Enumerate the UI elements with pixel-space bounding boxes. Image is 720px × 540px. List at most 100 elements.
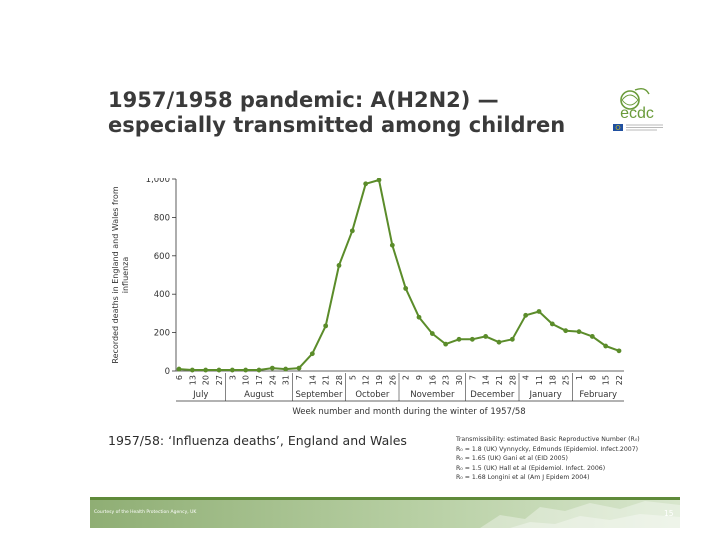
data-point	[509, 336, 515, 342]
data-point	[189, 367, 195, 373]
ref-line: R₀ = 1.65 (UK) Gani et al (EID 2005)	[456, 455, 568, 463]
x-tick-label: 18	[548, 375, 557, 385]
data-point	[563, 328, 569, 334]
data-point	[283, 366, 289, 372]
ecdc-logo: ecdc	[607, 84, 669, 142]
x-tick-label: 31	[282, 375, 291, 385]
y-tick-label: 600	[154, 252, 170, 262]
x-tick-label: 5	[348, 375, 357, 380]
data-point	[469, 336, 475, 342]
y-tick-label: 800	[154, 213, 170, 223]
data-point	[216, 367, 222, 373]
ref-line: R₀ = 1.5 (UK) Hall et al (Epidemiol. Inf…	[456, 464, 606, 472]
x-tick-label: 1	[575, 375, 584, 380]
x-tick-label: 15	[602, 375, 611, 385]
x-tick-label: 28	[508, 375, 517, 385]
x-tick-label: 4	[522, 375, 531, 380]
x-tick-label: 16	[428, 375, 437, 385]
data-point	[296, 365, 302, 371]
y-tick-label: 200	[154, 329, 170, 339]
y-tick-label: 400	[154, 290, 170, 300]
data-point	[389, 242, 395, 248]
data-point	[269, 365, 275, 371]
refs-heading: Transmissibility: estimated Basic Reprod…	[456, 436, 640, 443]
data-point	[443, 341, 449, 347]
data-point	[376, 178, 382, 183]
logo-wordmark: ecdc	[620, 105, 654, 122]
reproductive-number-notes: Transmissibility: estimated Basic Reprod…	[456, 435, 640, 483]
ref-line: R₀ = 1.68 Longini et al (Am J Epidem 200…	[456, 474, 590, 482]
x-tick-label: 6	[175, 375, 184, 380]
data-point	[429, 331, 435, 336]
x-tick-label: 7	[295, 375, 304, 380]
chart-caption: 1957/58: ‘Influenza deaths’, England and…	[108, 433, 407, 448]
data-point	[616, 348, 622, 354]
y-axis-title: Recorded deaths in England and Wales fro…	[111, 186, 130, 363]
x-tick-label: 23	[442, 375, 451, 385]
x-tick-label: 8	[588, 375, 597, 380]
data-point	[176, 366, 182, 372]
x-tick-label: 28	[335, 375, 344, 385]
data-point	[549, 321, 555, 327]
x-tick-label: 10	[242, 375, 251, 385]
x-tick-label: 13	[188, 375, 197, 385]
slide: 1957/1958 pandemic: A(H2N2) — especially…	[90, 78, 680, 528]
month-label: November	[410, 390, 455, 400]
data-point	[309, 351, 315, 357]
x-tick-label: 25	[562, 375, 571, 385]
x-tick-label: 27	[215, 375, 224, 385]
y-tick-label: 0	[165, 367, 170, 377]
europe-map-graphic	[480, 501, 680, 528]
month-label: February	[579, 390, 617, 400]
x-tick-label: 19	[375, 375, 384, 385]
data-point	[496, 339, 502, 345]
month-label: October	[355, 390, 390, 400]
month-label: September	[296, 390, 343, 400]
x-tick-label: 12	[362, 375, 371, 385]
x-tick-label: 17	[255, 375, 264, 385]
y-tick-label: 1,000	[146, 178, 170, 185]
data-point	[536, 309, 542, 314]
data-point	[456, 336, 462, 342]
month-label: July	[192, 390, 208, 400]
x-tick-label: 2	[402, 375, 411, 380]
slide-title: 1957/1958 pandemic: A(H2N2) — especially…	[108, 88, 566, 137]
data-point	[229, 367, 235, 373]
footer-bar: Courtesy of the Health Protection Agency…	[90, 497, 680, 528]
x-tick-label: 26	[388, 375, 397, 385]
month-label: August	[244, 390, 274, 400]
data-point	[589, 334, 595, 339]
x-tick-label: 11	[535, 375, 544, 385]
data-point	[336, 263, 342, 268]
page-number: 15	[664, 509, 674, 518]
month-label: January	[529, 390, 562, 400]
x-tick-label: 7	[468, 375, 477, 380]
data-point	[403, 286, 409, 291]
month-label: December	[470, 390, 515, 400]
x-tick-label: 9	[415, 375, 424, 380]
data-point	[349, 228, 355, 234]
data-point	[416, 314, 422, 320]
x-tick-label: 30	[455, 375, 464, 385]
series-line	[178, 179, 620, 371]
data-point	[523, 312, 529, 318]
data-point	[323, 323, 329, 329]
x-tick-label: 22	[615, 375, 624, 385]
x-tick-label: 20	[202, 375, 211, 385]
data-point	[203, 367, 209, 373]
data-point	[256, 367, 262, 373]
x-tick-label: 21	[322, 375, 331, 385]
data-point	[363, 181, 369, 187]
data-point	[603, 343, 609, 349]
x-tick-label: 3	[228, 375, 237, 380]
x-tick-label: 14	[482, 375, 491, 385]
x-axis-title: Week number and month during the winter …	[292, 407, 525, 417]
x-tick-label: 21	[495, 375, 504, 385]
data-point	[576, 329, 582, 335]
line-chart: 0 200 400 600 800 1,000 Recorded deaths in Eng…	[111, 178, 624, 417]
footer-rule	[90, 497, 680, 500]
x-tick-label: 24	[268, 375, 277, 385]
data-point	[243, 367, 249, 373]
ref-line: R₀ = 1.8 (UK) Vynnycky, Edmunds (Epidemi…	[456, 445, 639, 453]
footer-credit: Courtesy of the Health Protection Agency…	[94, 510, 197, 515]
